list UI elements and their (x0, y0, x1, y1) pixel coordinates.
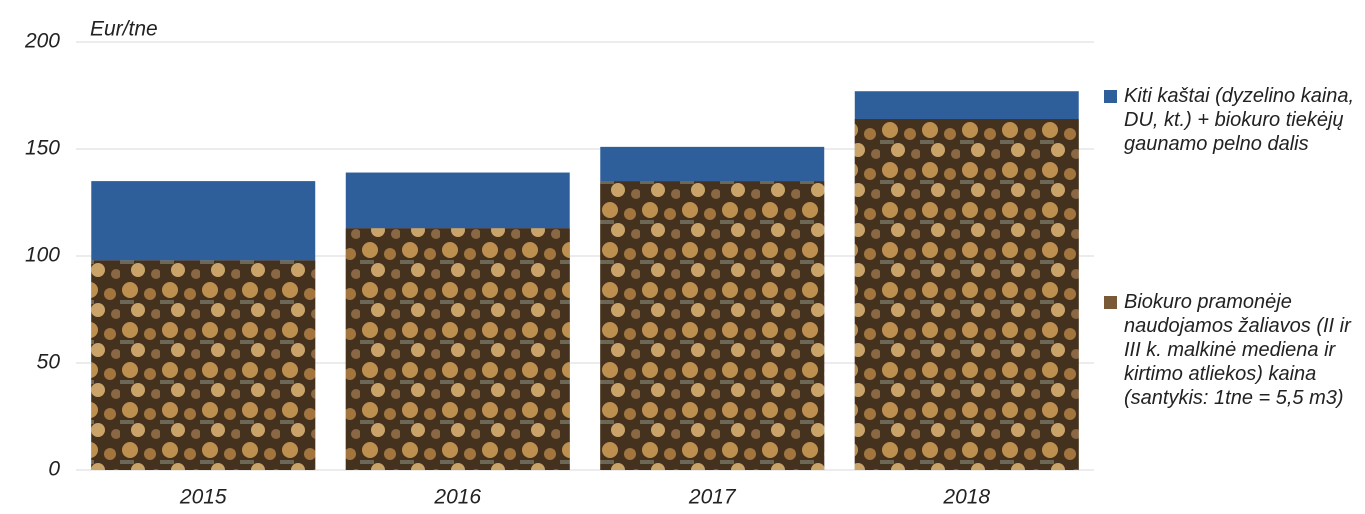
bar-segment (600, 146, 825, 182)
bar-segment (600, 181, 825, 470)
y-tick-label: 100 (25, 244, 60, 267)
bar-segment (91, 260, 316, 470)
legend-swatch (1104, 90, 1117, 103)
y-tick-label: 150 (25, 137, 60, 160)
bar-segment (345, 228, 570, 470)
x-tick-label: 2018 (942, 486, 990, 509)
y-tick-label: 200 (24, 30, 60, 53)
bar-segment (91, 181, 316, 261)
bar-segment (345, 172, 570, 229)
x-tick-label: 2015 (179, 486, 227, 509)
legend-entry: Kiti kaštai (dyzelino kaina, DU, kt.) + … (1100, 84, 1362, 156)
legend-label: Biokuro pramonėje naudojamos žaliavos (I… (1124, 291, 1351, 409)
y-tick-label: 0 (48, 458, 60, 481)
legend-swatch (1104, 296, 1117, 309)
x-tick-label: 2017 (688, 486, 737, 509)
legend-entry: Biokuro pramonėje naudojamos žaliavos (I… (1100, 290, 1362, 410)
y-axis-title: Eur/tne (90, 18, 158, 41)
x-tick-label: 2016 (433, 486, 481, 509)
bar-segment (854, 119, 1079, 470)
legend-label: Kiti kaštai (dyzelino kaina, DU, kt.) + … (1124, 85, 1355, 155)
bar-segment (854, 91, 1079, 120)
y-tick-label: 50 (37, 351, 61, 374)
